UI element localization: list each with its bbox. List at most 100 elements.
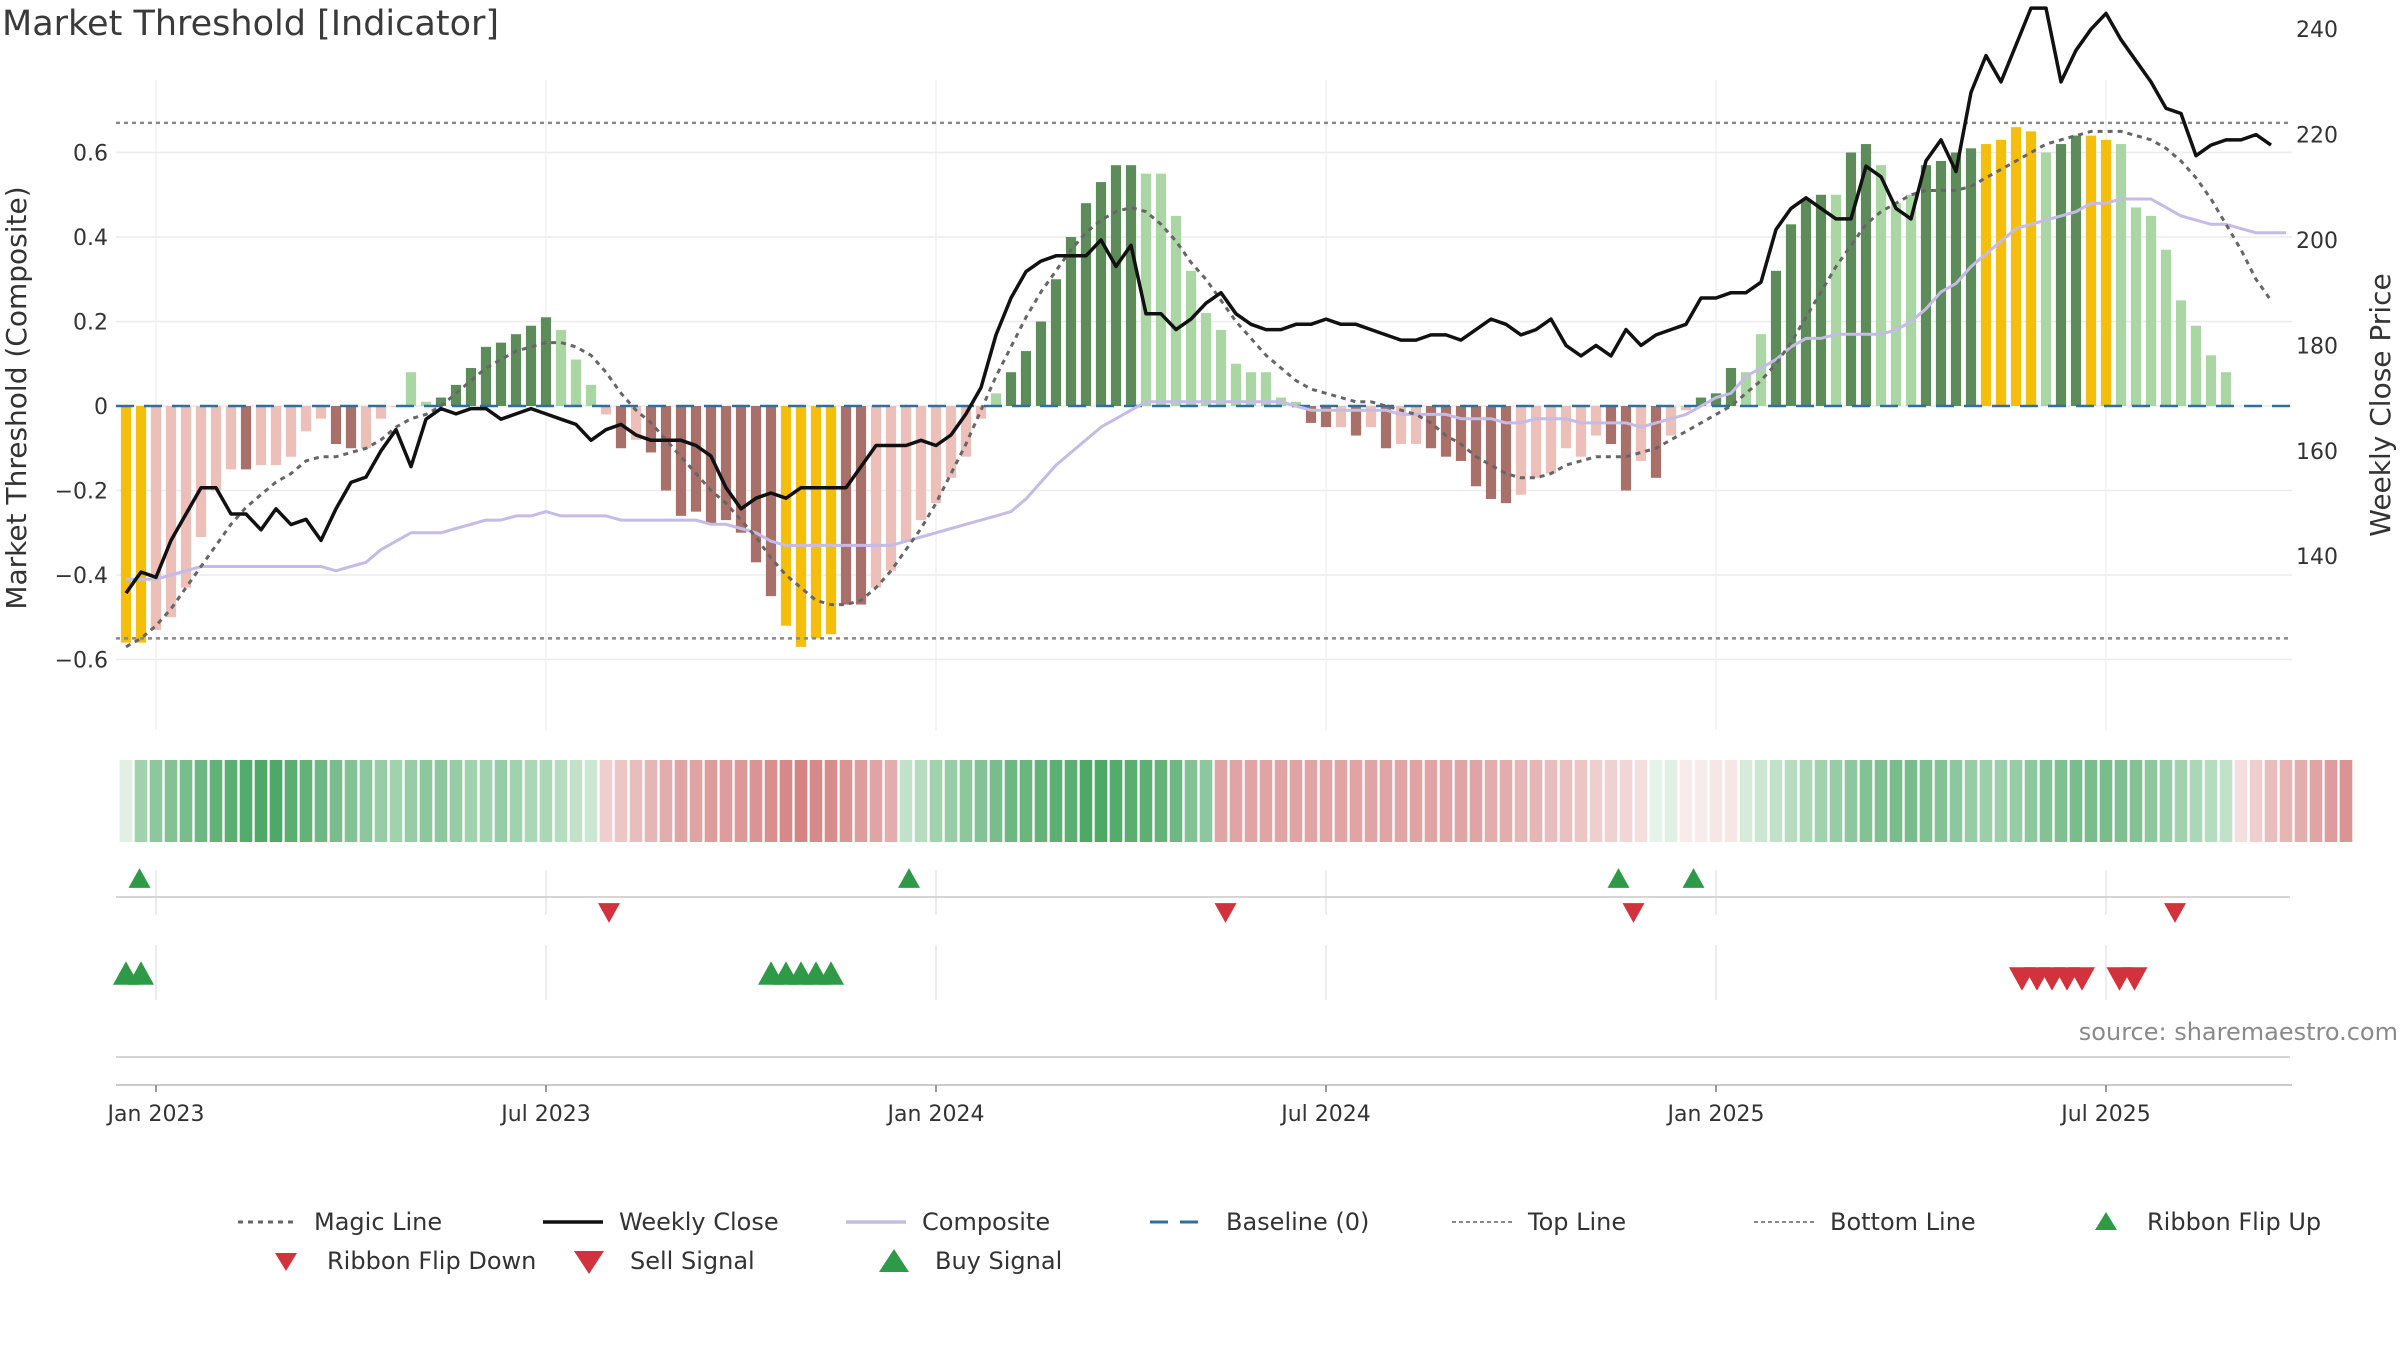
ribbon-cell — [1049, 760, 1063, 842]
composite-bar — [510, 334, 522, 406]
ribbon-cell — [644, 760, 658, 842]
composite-bar — [1365, 406, 1377, 428]
composite-bar — [1230, 363, 1242, 406]
ribbon-cell — [2084, 760, 2098, 842]
composite-bar — [360, 406, 372, 449]
ribbon-cell — [434, 760, 448, 842]
composite-bar — [960, 406, 972, 457]
ribbon-cell — [854, 760, 868, 842]
composite-bar — [915, 406, 927, 521]
y-tick-label: 0.2 — [73, 311, 108, 336]
ribbon-cell — [629, 760, 643, 842]
ribbon-cell — [389, 760, 403, 842]
ribbon-cell — [1109, 760, 1123, 842]
composite-bar — [1770, 270, 1782, 406]
composite-bar — [2190, 325, 2202, 406]
grid-layer — [116, 80, 2292, 1000]
composite-bar — [1020, 351, 1032, 406]
composite-bar — [1470, 406, 1482, 487]
composite-bar — [675, 406, 687, 516]
ribbon-cell — [284, 760, 298, 842]
composite-bar — [2175, 300, 2187, 406]
composite-bar — [420, 401, 432, 406]
y2-tick-label: 220 — [2296, 124, 2338, 149]
x-tick-label: Jul 2025 — [2059, 1102, 2151, 1127]
composite-bar — [1950, 152, 1962, 406]
composite-bar — [450, 384, 462, 406]
composite-bar — [2010, 127, 2022, 407]
ribbon-cell — [329, 760, 343, 842]
composite-bars — [120, 127, 2232, 647]
composite-bar — [1665, 406, 1677, 436]
ribbon-cell — [1949, 760, 1963, 842]
ribbon-cell — [554, 760, 568, 842]
ribbon-cell — [1094, 760, 1108, 842]
ribbon-cell — [1859, 760, 1873, 842]
composite-bar — [1110, 165, 1122, 406]
ribbon-cell — [2219, 760, 2233, 842]
ribbon-cell — [1994, 760, 2008, 842]
composite-bar — [885, 406, 897, 571]
ribbon-cell — [1694, 760, 1708, 842]
ribbon-cell — [944, 760, 958, 842]
reference-lines — [116, 121, 2292, 640]
ribbon-cell — [764, 760, 778, 842]
composite-bar — [1800, 198, 1812, 406]
ribbon-cell — [464, 760, 478, 842]
ribbon-cell — [494, 760, 508, 842]
composite-bar — [840, 406, 852, 605]
ribbon-cell — [374, 760, 388, 842]
composite-bar — [525, 325, 537, 406]
ribbon-cell — [1439, 760, 1453, 842]
ribbon-cell — [1334, 760, 1348, 842]
composite-bar — [1620, 406, 1632, 491]
x-axis: Jan 2023 Jul 2023 Jan 2024 Jul 2024 Jan 2025… — [106, 1084, 2292, 1127]
y-tick-label: 0.4 — [73, 226, 108, 251]
composite-bar — [780, 406, 792, 626]
ribbon-cell — [569, 760, 583, 842]
ribbon-cell — [584, 760, 598, 842]
ribbon-cell — [794, 760, 808, 842]
composite-bar — [1245, 372, 1257, 406]
ribbon-cell — [1724, 760, 1738, 842]
composite-bar — [930, 406, 942, 504]
ribbon-cell — [1754, 760, 1768, 842]
composite-bar — [1200, 313, 1212, 406]
ribbon-cell — [1664, 760, 1678, 842]
ribbon-cell — [1874, 760, 1888, 842]
composite-bar — [990, 393, 1002, 406]
ribbon-cell — [2294, 760, 2308, 842]
composite-bar — [1530, 406, 1542, 478]
ribbon-cell — [2114, 760, 2128, 842]
ribbon-cell — [1124, 760, 1138, 842]
buy-signal-marker — [128, 961, 154, 985]
axes: 0.6 0.4 0.2 0 −0.2 −0.4 −0.6 240 220 200 180 160 140… — [0, 18, 2397, 673]
ribbon-cell — [1454, 760, 1468, 842]
ribbon-cell — [1739, 760, 1753, 842]
composite-bar — [210, 406, 222, 491]
ribbon-cell — [2309, 760, 2323, 842]
x-tick-label: Jul 2023 — [499, 1102, 591, 1127]
ribbon-cell — [1199, 760, 1213, 842]
sell-signal-marker — [2069, 967, 2095, 991]
composite-bar — [1305, 406, 1317, 423]
ribbon-cell — [2189, 760, 2203, 842]
ribbon-cell — [449, 760, 463, 842]
ribbon-flip-up-marker — [1682, 868, 1705, 888]
composite-bar — [630, 406, 642, 440]
composite-bar — [1095, 182, 1107, 406]
ribbon-cell — [224, 760, 238, 842]
composite-bar — [1635, 406, 1647, 461]
composite-bar — [1920, 165, 1932, 406]
ribbon-cell — [2099, 760, 2113, 842]
ribbon-cell — [1139, 760, 1153, 842]
composite-bar — [1350, 406, 1362, 436]
ribbon-cell — [1274, 760, 1288, 842]
composite-bar — [1320, 406, 1332, 428]
composite-bar — [1440, 406, 1452, 457]
magic-line — [125, 129, 2273, 649]
composite-bar — [1290, 401, 1302, 406]
ribbon-cell — [119, 760, 133, 842]
composite-bar — [165, 406, 177, 618]
ribbon-cell — [209, 760, 223, 842]
